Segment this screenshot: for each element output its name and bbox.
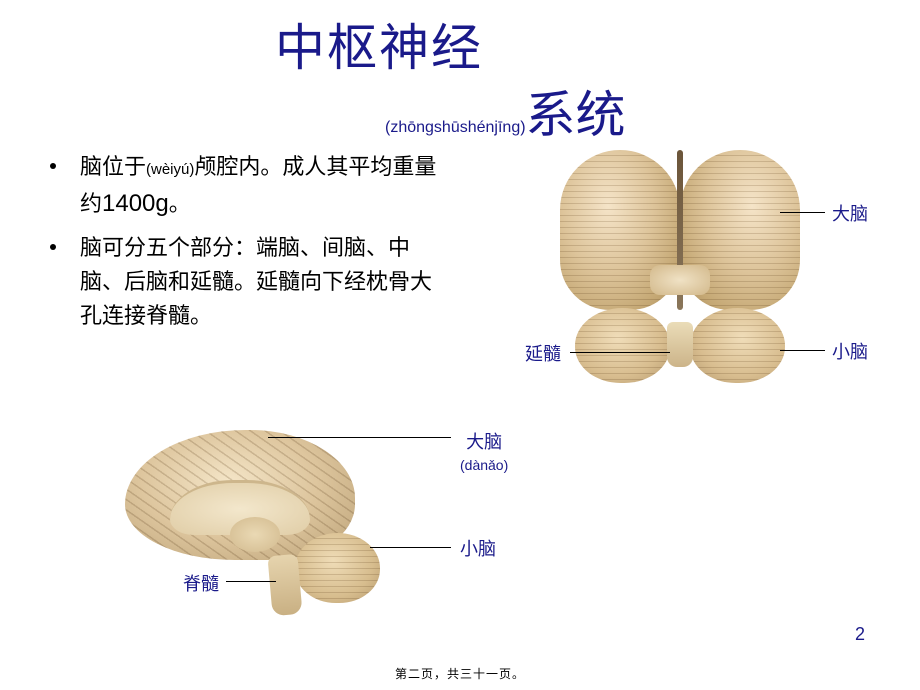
leader-line — [370, 547, 451, 548]
bullet-item: 脑位于(wèiyú)颅腔内。成人其平均重量约1400g。 — [50, 150, 450, 221]
bullet-icon — [50, 163, 56, 169]
cerebellum-sagittal — [295, 533, 380, 603]
medulla — [667, 322, 693, 367]
title-line2: (zhōngshūshénjīng)系统 — [385, 75, 626, 147]
label-medulla: 延髓 — [525, 340, 561, 366]
leader-line — [268, 437, 451, 438]
cerebellum-right — [690, 308, 785, 383]
title-line1: 中枢神经 — [275, 8, 626, 80]
label-spinal-cord: 脊髓 — [183, 570, 219, 596]
brain-inferior-figure — [555, 150, 805, 400]
brain-sagittal-figure — [115, 425, 395, 625]
leader-line — [780, 350, 825, 351]
slide-title: 中枢神经 (zhōngshūshénjīng)系统 — [275, 8, 626, 147]
slide-footer: 第二页，共三十一页。 — [0, 665, 920, 682]
cerebellum-left — [575, 308, 670, 383]
bullet-icon — [50, 244, 56, 250]
brainstem — [267, 554, 302, 616]
bullet-item: 脑可分五个部分：端脑、间脑、中脑、后脑和延髓。延髓向下经枕骨大孔连接脊髓。 — [50, 231, 450, 333]
leader-line — [780, 212, 825, 213]
label-cerebellum-side: 小脑 — [460, 535, 496, 561]
bullet-list: 脑位于(wèiyú)颅腔内。成人其平均重量约1400g。 脑可分五个部分：端脑、… — [50, 150, 450, 343]
bullet-text: 脑位于(wèiyú)颅腔内。成人其平均重量约1400g。 — [80, 150, 450, 221]
label-cerebrum-side: 大脑 (dànǎo) — [460, 428, 508, 475]
leader-line — [226, 581, 276, 582]
leader-line — [570, 352, 670, 353]
label-cerebrum: 大脑 — [832, 200, 868, 226]
bullet-text: 脑可分五个部分：端脑、间脑、中脑、后脑和延髓。延髓向下经枕骨大孔连接脊髓。 — [80, 231, 450, 333]
slide: 中枢神经 (zhōngshūshénjīng)系统 脑位于(wèiyú)颅腔内。… — [0, 0, 920, 690]
optic-area — [650, 265, 710, 295]
page-number: 2 — [855, 624, 865, 645]
label-cerebellum: 小脑 — [832, 338, 868, 364]
title-pinyin: (zhōngshūshénjīng) — [385, 119, 526, 136]
thalamus — [230, 517, 280, 552]
